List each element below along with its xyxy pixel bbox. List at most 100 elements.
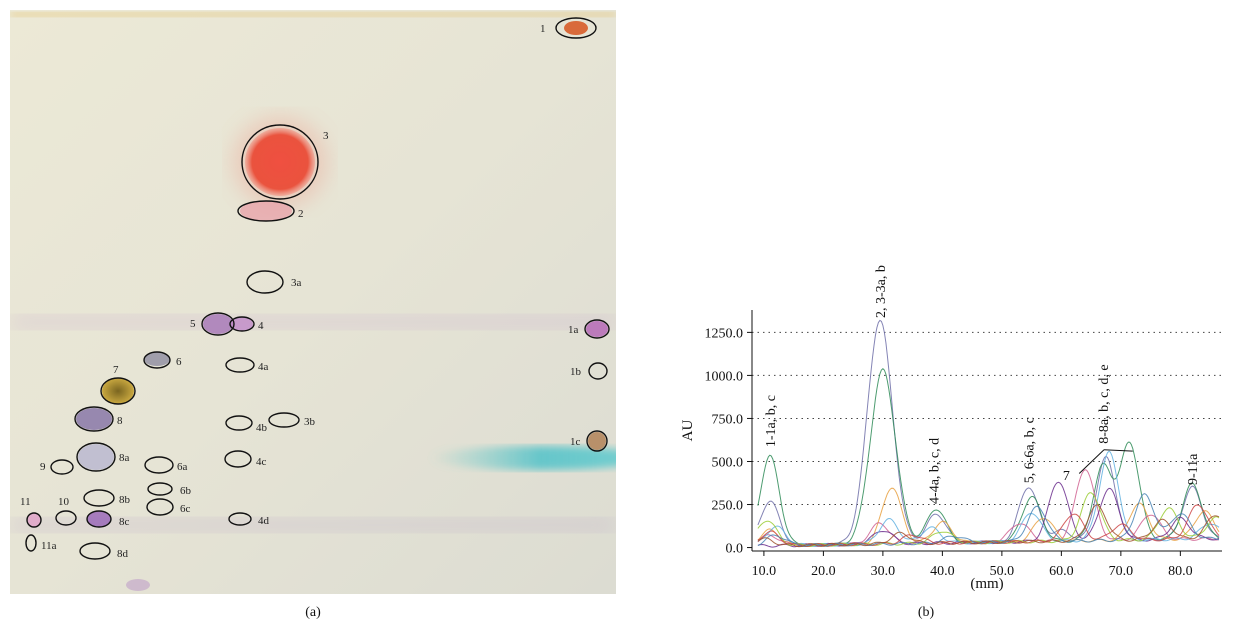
purple-spot-5 [203, 314, 233, 334]
spot-label-8c: 8c [119, 516, 130, 528]
lavender-spot-8a [78, 444, 114, 470]
spot-outline-8a [76, 442, 116, 472]
purple-band [10, 315, 616, 329]
spot-outline-8b [83, 489, 115, 507]
x-tick-label-70.0: 70.0 [1109, 564, 1134, 579]
spot-label-4d: 4d [258, 515, 270, 527]
annotation-1: 1-1a, b, c [764, 395, 779, 447]
x-tick-label-50.0: 50.0 [990, 564, 1015, 579]
violet-spot-8c [87, 511, 111, 527]
brown-spot-1c [588, 432, 606, 450]
series-line-2 [757, 368, 1220, 548]
spot-outline-6a [144, 456, 174, 474]
y-tick-label-500.0: 500.0 [712, 455, 744, 470]
series-line-1 [757, 319, 1220, 548]
spot-label-2: 2 [298, 208, 304, 220]
series-line-7 [757, 492, 1220, 548]
annotation-2: 2, 3-3a, b [874, 265, 889, 318]
spot-outline-1a [584, 319, 610, 339]
spot-outline-6c [146, 498, 174, 516]
spot-label-1c: 1c [570, 436, 581, 448]
spot-outlines: 1 3 2 3a 5 4 1a 6 4a 1b 7 8 4b 3b 1c 8a 9 6a 4c 6b 11 10 8b 8c 6… [20, 17, 610, 560]
tlc-plate-image: 1 3 2 3a 5 4 1a 6 4a 1b 7 8 4b 3b 1c 8a 9 6a 4c 6b 11 10 8b 8c 6… [10, 10, 616, 594]
solvent-front [10, 12, 616, 17]
spot-label-5: 5 [190, 318, 196, 330]
y-tick-label-750.0: 750.0 [712, 412, 744, 427]
spot-outline-1b [588, 362, 608, 380]
spot-outline-8 [74, 406, 114, 432]
y-axis-label: AU [680, 420, 696, 442]
spot-outline-1 [555, 17, 597, 39]
spot-outline-6b [147, 482, 173, 496]
spot-label-4b: 4b [256, 422, 268, 434]
spot-label-4a: 4a [258, 361, 269, 373]
spot-label-8b: 8b [119, 494, 131, 506]
spot-outline-4b [225, 415, 253, 431]
spot-label-6: 6 [176, 356, 182, 368]
x-tick-label-20.0: 20.0 [811, 564, 836, 579]
spot-outline-1c [586, 430, 608, 452]
x-axis-label: (mm) [970, 576, 1003, 592]
spot-label-3b: 3b [304, 416, 316, 428]
leader-line-2 [1103, 449, 1133, 452]
y-tick-label-250.0: 250.0 [712, 499, 744, 514]
x-tick-label-10.0: 10.0 [752, 564, 777, 579]
annotation-3: 4-4a, b, c, d [927, 438, 942, 504]
spot-outline-3b [268, 412, 300, 428]
spot-outline-3a [246, 270, 284, 294]
spot-label-11: 11 [20, 496, 31, 508]
spot-label-4c: 4c [256, 456, 267, 468]
spot-label-1: 1 [540, 23, 546, 35]
spot-label-6c: 6c [180, 503, 191, 515]
red-haze [232, 116, 328, 208]
series-line-8 [757, 504, 1220, 547]
orange-spot-1 [564, 21, 588, 35]
spot-outline-5 [201, 312, 235, 336]
chart-grid [752, 331, 1222, 506]
spot-label-6a: 6a [177, 461, 188, 473]
leader-line-1 [1078, 449, 1105, 474]
annotation-5: 7 [1063, 469, 1070, 484]
chromatogram-chart: 0.0 250.0 500.0 750.0 1000.0 1250.0 10.0 20.0 30… [620, 0, 1246, 633]
spot-label-1b: 1b [570, 366, 582, 378]
spot-label-3a: 3a [291, 277, 302, 289]
spot-outline-7 [100, 377, 136, 405]
spot-outline-4a [225, 357, 255, 373]
spot-outline-10 [55, 510, 77, 526]
series-line-10 [757, 504, 1220, 548]
series-line-5 [757, 481, 1220, 548]
spot-label-6b: 6b [180, 485, 192, 497]
y-tick-label-1000.0: 1000.0 [705, 369, 744, 384]
spot-outline-8c [86, 510, 112, 528]
pink-spot-11 [27, 513, 41, 527]
annotation-4: 5, 6-6a, b, c [1023, 417, 1038, 483]
caption-b: (b) [917, 605, 935, 620]
spot-label-10: 10 [58, 496, 70, 508]
spot-outline-4c [224, 450, 252, 468]
violet-spot-8 [76, 408, 112, 430]
spot-outline-4 [229, 316, 255, 332]
spot-label-11a: 11a [41, 540, 57, 552]
purple-smudge [126, 579, 150, 591]
x-tick-label-80.0: 80.0 [1168, 564, 1193, 579]
annotation-7: 9-11a [1186, 453, 1201, 485]
y-tick-label-0.0: 0.0 [726, 542, 744, 557]
plate-background [10, 10, 616, 594]
y-tick-label-1250.0: 1250.0 [705, 326, 744, 341]
spot-label-3: 3 [323, 130, 329, 142]
caption-a: (a) [305, 605, 321, 620]
chart-series-lines [757, 319, 1220, 548]
spot-label-9: 9 [40, 461, 46, 473]
pink-spot-2 [240, 201, 292, 221]
series-line-4 [757, 469, 1220, 547]
spot-outline-11a [25, 534, 37, 552]
spot-label-1a: 1a [568, 324, 579, 336]
annotation-6: 8-8a, b, c, d, e [1097, 364, 1112, 443]
spot-label-4: 4 [258, 320, 264, 332]
spot-outline-6 [143, 351, 171, 369]
spot-outline-8d [79, 542, 111, 560]
spot-label-8a: 8a [119, 452, 130, 464]
spot-outline-11 [26, 512, 42, 528]
series-line-3 [757, 487, 1220, 547]
